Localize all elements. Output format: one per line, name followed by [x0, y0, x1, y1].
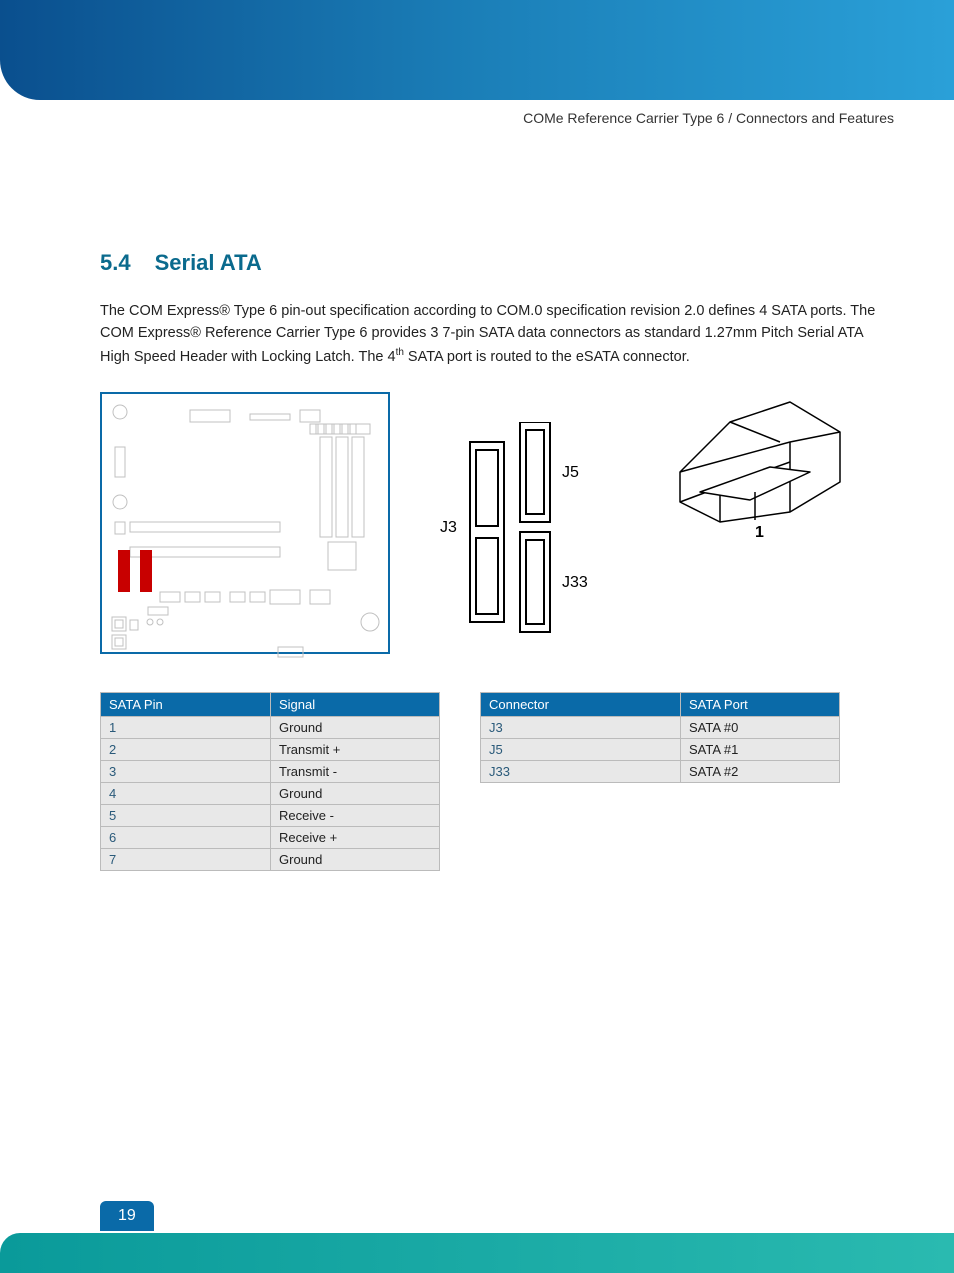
cell-signal: Ground: [271, 783, 440, 805]
cell-pin: 5: [101, 805, 271, 827]
sata-highlight-1: [118, 550, 130, 592]
table-row: 3Transmit -: [101, 761, 440, 783]
page-number: 19: [100, 1201, 154, 1231]
label-j3: J3: [440, 519, 457, 536]
table-row: J3SATA #0: [481, 717, 840, 739]
table-row: 2Transmit +: [101, 739, 440, 761]
connector-layout-diagram: J3 J5 J33: [440, 422, 610, 642]
table-row: 4Ground: [101, 783, 440, 805]
esata-connector-diagram: 1: [660, 392, 850, 542]
cell-pin: 3: [101, 761, 271, 783]
page-content: 5.4 Serial ATA The COM Express® Type 6 pi…: [0, 100, 954, 871]
cell-connector: J3: [481, 717, 681, 739]
cell-signal: Receive -: [271, 805, 440, 827]
th-connector: Connector: [481, 693, 681, 717]
cell-pin: 1: [101, 717, 271, 739]
th-signal: Signal: [271, 693, 440, 717]
label-j33: J33: [562, 574, 588, 591]
section-heading: 5.4 Serial ATA: [100, 250, 894, 276]
cell-pin: 4: [101, 783, 271, 805]
section-number: 5.4: [100, 250, 131, 275]
tables-row: SATA Pin Signal 1Ground2Transmit +3Trans…: [100, 692, 894, 871]
label-j5: J5: [562, 464, 579, 481]
cell-connector: J5: [481, 739, 681, 761]
table-row: J5SATA #1: [481, 739, 840, 761]
board-diagram: [100, 392, 390, 662]
table-row: 5Receive -: [101, 805, 440, 827]
cell-pin: 2: [101, 739, 271, 761]
cell-port: SATA #2: [681, 761, 840, 783]
table-row: 1Ground: [101, 717, 440, 739]
sata-port-table: Connector SATA Port J3SATA #0J5SATA #1J3…: [480, 692, 840, 783]
cell-signal: Ground: [271, 849, 440, 871]
cell-pin: 6: [101, 827, 271, 849]
cell-port: SATA #1: [681, 739, 840, 761]
cell-signal: Transmit -: [271, 761, 440, 783]
table-row: 7Ground: [101, 849, 440, 871]
top-banner: [0, 0, 954, 100]
pin1-label: 1: [755, 524, 764, 541]
section-title: Serial ATA: [155, 250, 262, 275]
cell-signal: Transmit +: [271, 739, 440, 761]
th-sata-port: SATA Port: [681, 693, 840, 717]
cell-connector: J33: [481, 761, 681, 783]
table-row: 6Receive +: [101, 827, 440, 849]
section-body: The COM Express® Type 6 pin-out specific…: [100, 300, 894, 368]
sata-highlight-2: [140, 550, 152, 592]
footer-bar: [0, 1233, 954, 1273]
table-row: J33SATA #2: [481, 761, 840, 783]
cell-port: SATA #0: [681, 717, 840, 739]
sata-pin-table: SATA Pin Signal 1Ground2Transmit +3Trans…: [100, 692, 440, 871]
header-right-text: COMe Reference Carrier Type 6 / Connecto…: [523, 110, 894, 126]
cell-signal: Ground: [271, 717, 440, 739]
cell-signal: Receive +: [271, 827, 440, 849]
th-sata-pin: SATA Pin: [101, 693, 271, 717]
figures-row: J3 J5 J33 1: [100, 392, 894, 662]
cell-pin: 7: [101, 849, 271, 871]
